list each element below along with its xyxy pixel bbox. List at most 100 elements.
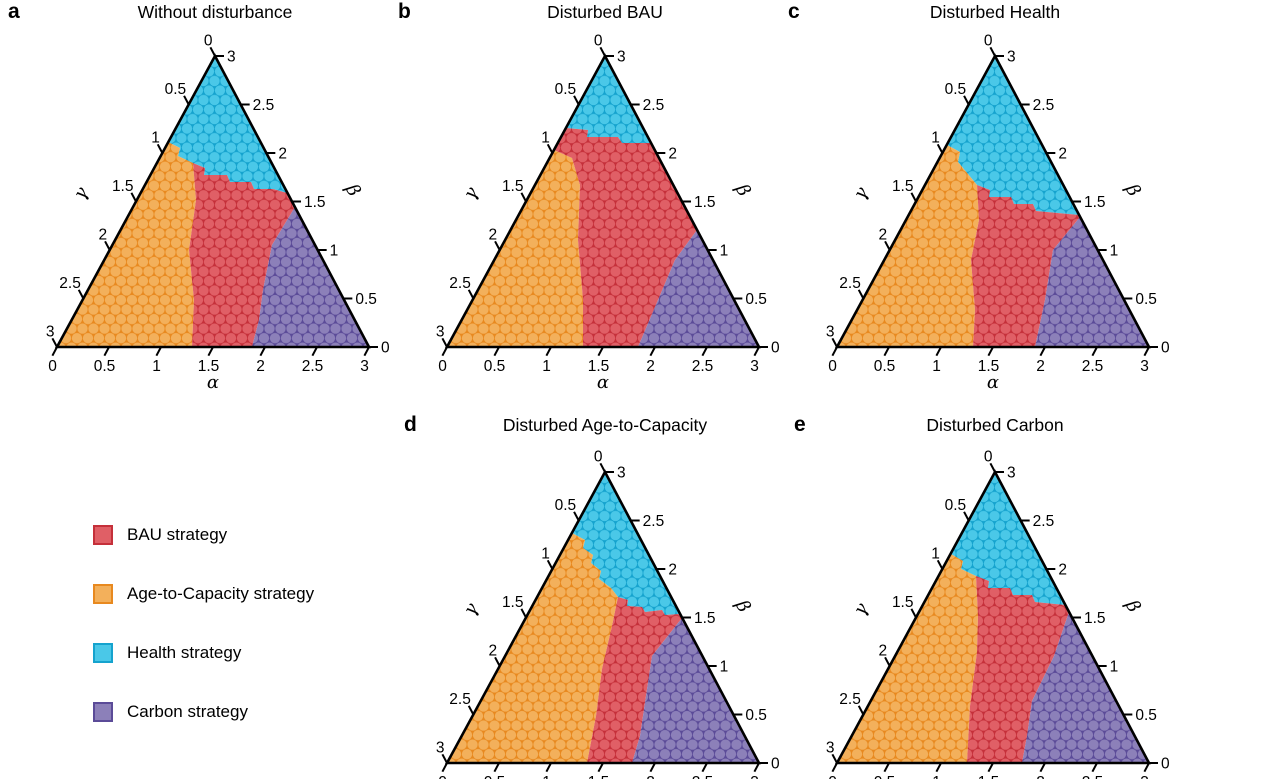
panel-e-letter: e [794,413,806,436]
svg-text:0.5: 0.5 [1135,291,1157,308]
svg-text:2: 2 [879,227,888,244]
svg-text:0: 0 [381,340,390,357]
svg-text:3: 3 [227,49,236,66]
svg-text:0: 0 [1161,340,1170,357]
svg-text:2.5: 2.5 [643,97,665,114]
svg-text:0.5: 0.5 [874,358,896,375]
svg-text:2.5: 2.5 [1082,358,1104,375]
legend-swatch-bau [93,524,113,545]
panel-d-letter: d [404,413,417,436]
svg-text:1: 1 [720,243,729,260]
svg-text:1: 1 [330,243,339,260]
svg-text:3: 3 [1007,465,1016,482]
svg-text:2: 2 [879,643,888,660]
svg-text:1: 1 [1110,659,1119,676]
svg-text:β: β [1121,180,1145,200]
svg-text:2: 2 [489,643,498,660]
svg-text:2: 2 [489,227,498,244]
svg-text:1.5: 1.5 [198,358,220,375]
svg-text:1.5: 1.5 [892,594,914,611]
svg-text:0: 0 [771,756,780,773]
svg-text:0.5: 0.5 [945,81,967,98]
svg-text:1: 1 [542,774,551,779]
svg-text:0: 0 [771,340,780,357]
svg-text:0.5: 0.5 [355,291,377,308]
svg-text:0.5: 0.5 [484,358,506,375]
svg-text:α: α [207,372,219,393]
svg-text:0: 0 [828,358,837,375]
svg-text:1.5: 1.5 [892,178,914,195]
legend-swatch-carbon [93,701,113,722]
panel-a-letter: a [8,0,20,23]
svg-text:0: 0 [438,358,447,375]
legend-label-health: Health strategy [127,643,242,662]
panel-e-title: Disturbed Carbon [926,415,1064,435]
svg-text:1.5: 1.5 [1084,610,1106,627]
svg-text:0: 0 [438,774,447,779]
svg-text:3: 3 [826,324,835,341]
svg-text:0: 0 [1161,756,1170,773]
legend-label-a2c: Age-to-Capacity strategy [127,584,315,603]
panel-a: a Without disturbance 0 3 0 0.5 2.5 0.5 1 2 1 1.5… [0,0,390,400]
svg-text:2: 2 [1058,562,1067,579]
svg-text:0: 0 [594,449,603,466]
svg-text:2.5: 2.5 [59,275,81,292]
legend-item-bau: BAU strategy [93,524,383,545]
svg-text:2.5: 2.5 [302,358,324,375]
ternary-plot-a: 0300.52.50.51211.51.51.52122.50.52.5303γ… [46,33,390,394]
svg-text:1.5: 1.5 [304,194,326,211]
panel-c-header: c Disturbed Health [780,0,1210,28]
panel-b-header: b Disturbed BAU [390,0,820,28]
svg-text:1: 1 [541,546,550,563]
svg-text:β: β [731,596,755,616]
ternary-plot-e: 0300.52.50.51211.51.51.52122.50.52.5303γ… [826,449,1170,779]
svg-text:0.5: 0.5 [484,774,506,779]
legend: BAU strategy Age-to-Capacity strategy He… [93,524,383,760]
panel-c-letter: c [788,0,800,23]
svg-text:2: 2 [256,358,265,375]
svg-text:3: 3 [750,358,759,375]
svg-text:1.5: 1.5 [112,178,134,195]
svg-text:2: 2 [99,227,108,244]
svg-text:1: 1 [151,130,160,147]
svg-text:0.5: 0.5 [94,358,116,375]
svg-text:1: 1 [720,659,729,676]
svg-text:2.5: 2.5 [1082,774,1104,779]
panel-a-title: Without disturbance [137,2,293,22]
svg-text:β: β [341,180,365,200]
svg-text:2: 2 [646,774,655,779]
panel-b-title: Disturbed BAU [547,2,663,22]
panel-a-header: a Without disturbance [0,0,430,28]
svg-text:1.5: 1.5 [588,774,610,779]
panel-d-header: d Disturbed Age-to-Capacity [390,413,820,441]
svg-text:3: 3 [1140,358,1149,375]
svg-text:2.5: 2.5 [1033,513,1055,530]
svg-text:0.5: 0.5 [874,774,896,779]
svg-text:0: 0 [594,33,603,50]
svg-text:2: 2 [278,146,287,163]
panel-d: d Disturbed Age-to-Capacity 0300.52.50.5… [390,400,780,779]
svg-text:1.5: 1.5 [588,358,610,375]
legend-item-health: Health strategy [93,642,383,663]
svg-text:1: 1 [932,774,941,779]
svg-text:0.5: 0.5 [1135,707,1157,724]
legend-label-carbon: Carbon strategy [127,702,248,721]
svg-text:2.5: 2.5 [449,691,471,708]
svg-text:γ: γ [459,183,483,203]
panel-b: b Disturbed BAU 0 3 0 0.5 2.5 0.5 1 2 1 1.5 1.5 1.5… [390,0,780,400]
legend-swatch-a2c [93,583,113,604]
svg-text:1.5: 1.5 [978,774,1000,779]
svg-text:3: 3 [750,774,759,779]
svg-text:2.5: 2.5 [449,275,471,292]
svg-text:2.5: 2.5 [692,774,714,779]
svg-text:1.5: 1.5 [978,358,1000,375]
svg-text:2: 2 [668,562,677,579]
ternary-plot-c: 0300.52.50.51211.51.51.52122.50.52.5303γ… [826,33,1170,394]
svg-text:3: 3 [360,358,369,375]
svg-text:2.5: 2.5 [1033,97,1055,114]
svg-text:0.5: 0.5 [745,707,767,724]
ternary-plot-b: 0300.52.50.51211.51.51.52122.50.52.5303γ… [436,33,780,394]
svg-text:1: 1 [932,358,941,375]
panel-c: c Disturbed Health 0 3 0 0.5 2.5 0.5 1 2 1 1.5 1.5… [780,0,1268,400]
svg-text:2: 2 [1036,358,1045,375]
